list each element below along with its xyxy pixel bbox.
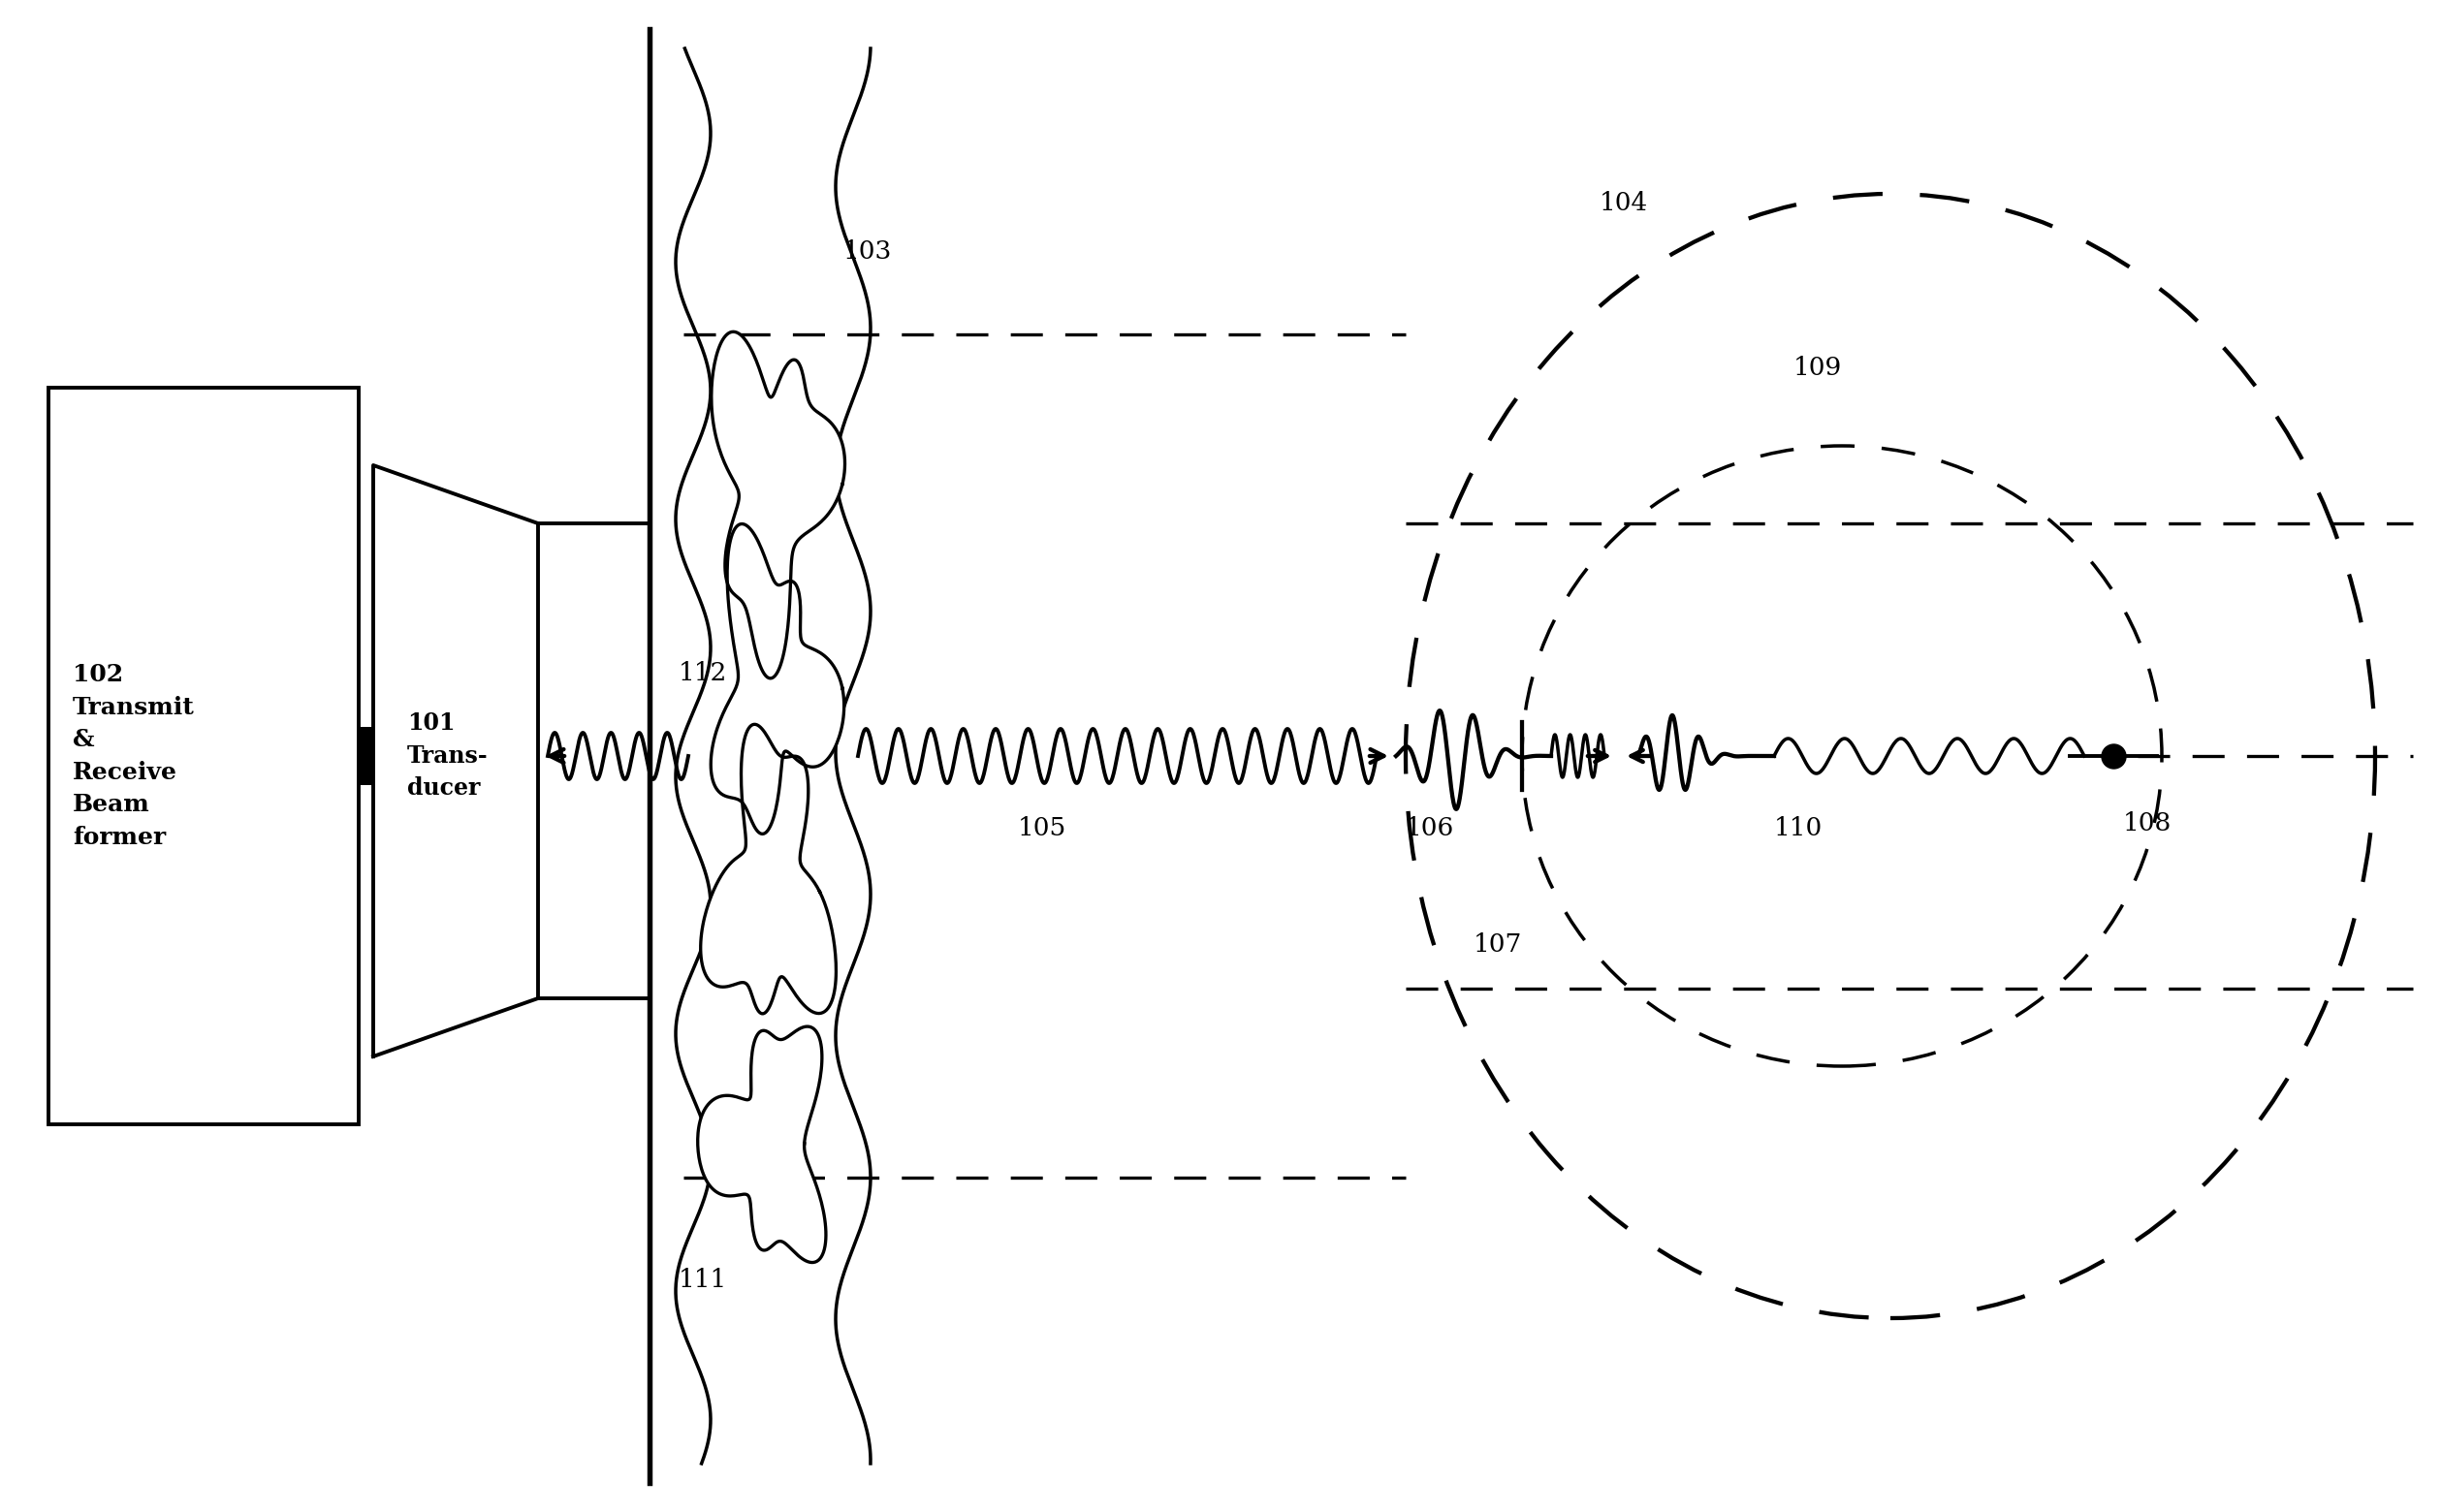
Bar xyxy=(49,387,359,1125)
Polygon shape xyxy=(711,331,845,679)
Text: 103: 103 xyxy=(842,240,891,265)
Text: 109: 109 xyxy=(1792,357,1841,381)
Text: 104: 104 xyxy=(1600,192,1648,216)
Polygon shape xyxy=(711,525,845,835)
Text: 111: 111 xyxy=(679,1267,728,1291)
Polygon shape xyxy=(698,1027,825,1263)
Text: 112: 112 xyxy=(679,661,728,686)
Text: 108: 108 xyxy=(2122,812,2171,836)
Text: 101
Trans-
ducer: 101 Trans- ducer xyxy=(408,712,488,800)
Text: 102
Transmit
&
Receive
Beam
former: 102 Transmit & Receive Beam former xyxy=(73,664,195,848)
Text: 110: 110 xyxy=(1773,816,1822,841)
Text: 106: 106 xyxy=(1407,816,1455,841)
Text: 107: 107 xyxy=(1473,933,1521,957)
Text: 105: 105 xyxy=(1018,816,1067,841)
Polygon shape xyxy=(701,724,835,1013)
Bar xyxy=(359,727,374,785)
Polygon shape xyxy=(374,466,537,1057)
